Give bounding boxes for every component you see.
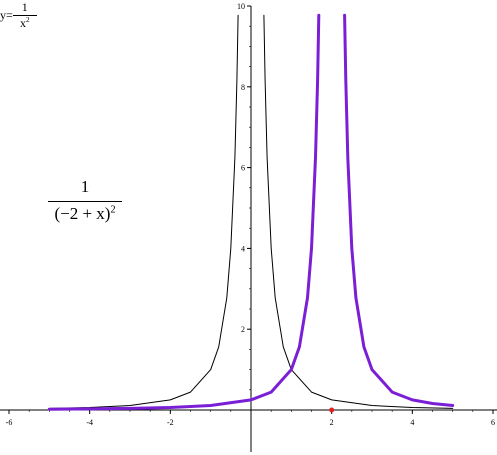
y-tick-label: 4 xyxy=(241,244,245,253)
x-tick-label: -6 xyxy=(6,418,13,427)
fraction-bar xyxy=(48,201,122,202)
series-1-branch-0 xyxy=(47,13,321,411)
point-marker xyxy=(329,407,335,413)
label-left-den-base: (−2 + x) xyxy=(54,204,111,223)
markers xyxy=(329,407,335,413)
y-tick-label: 10 xyxy=(237,2,245,11)
series-0-branch-0 xyxy=(48,14,239,409)
x-tick-label: 4 xyxy=(410,418,414,427)
label-right-prefix: y= xyxy=(0,8,13,22)
label-left-denominator: (−2 + x)2 xyxy=(48,202,122,224)
fraction-bar xyxy=(12,15,37,16)
x-tick-label: 2 xyxy=(330,418,334,427)
axes xyxy=(0,6,497,452)
x-tick-label: 6 xyxy=(491,418,495,427)
ticks: -6 -4 -2 2 4 6 2 4 6 8 10 xyxy=(6,2,495,427)
label-left-den-exponent: 2 xyxy=(110,204,116,216)
curves xyxy=(47,13,455,411)
label-left-numerator: 1 xyxy=(80,177,90,196)
x-tick-label: -4 xyxy=(86,418,93,427)
label-right-den-exponent: 2 xyxy=(25,16,30,24)
y-tick-label: 6 xyxy=(241,164,245,173)
y-tick-label: 8 xyxy=(241,83,245,92)
label-inverse-square-shifted: 1 (−2 + x)2 xyxy=(48,177,122,224)
label-right-den-base: x xyxy=(19,16,26,30)
label-right-fraction: 1 x2 xyxy=(12,0,37,31)
series-0-branch-1 xyxy=(263,14,454,409)
label-inverse-square: y= 1 x2 xyxy=(0,0,497,31)
label-right-numerator: 1 xyxy=(21,0,28,14)
y-tick-label: 2 xyxy=(241,325,245,334)
x-tick-label: -2 xyxy=(167,418,174,427)
label-right-denominator: x2 xyxy=(13,16,37,31)
series-1-branch-1 xyxy=(343,13,455,407)
